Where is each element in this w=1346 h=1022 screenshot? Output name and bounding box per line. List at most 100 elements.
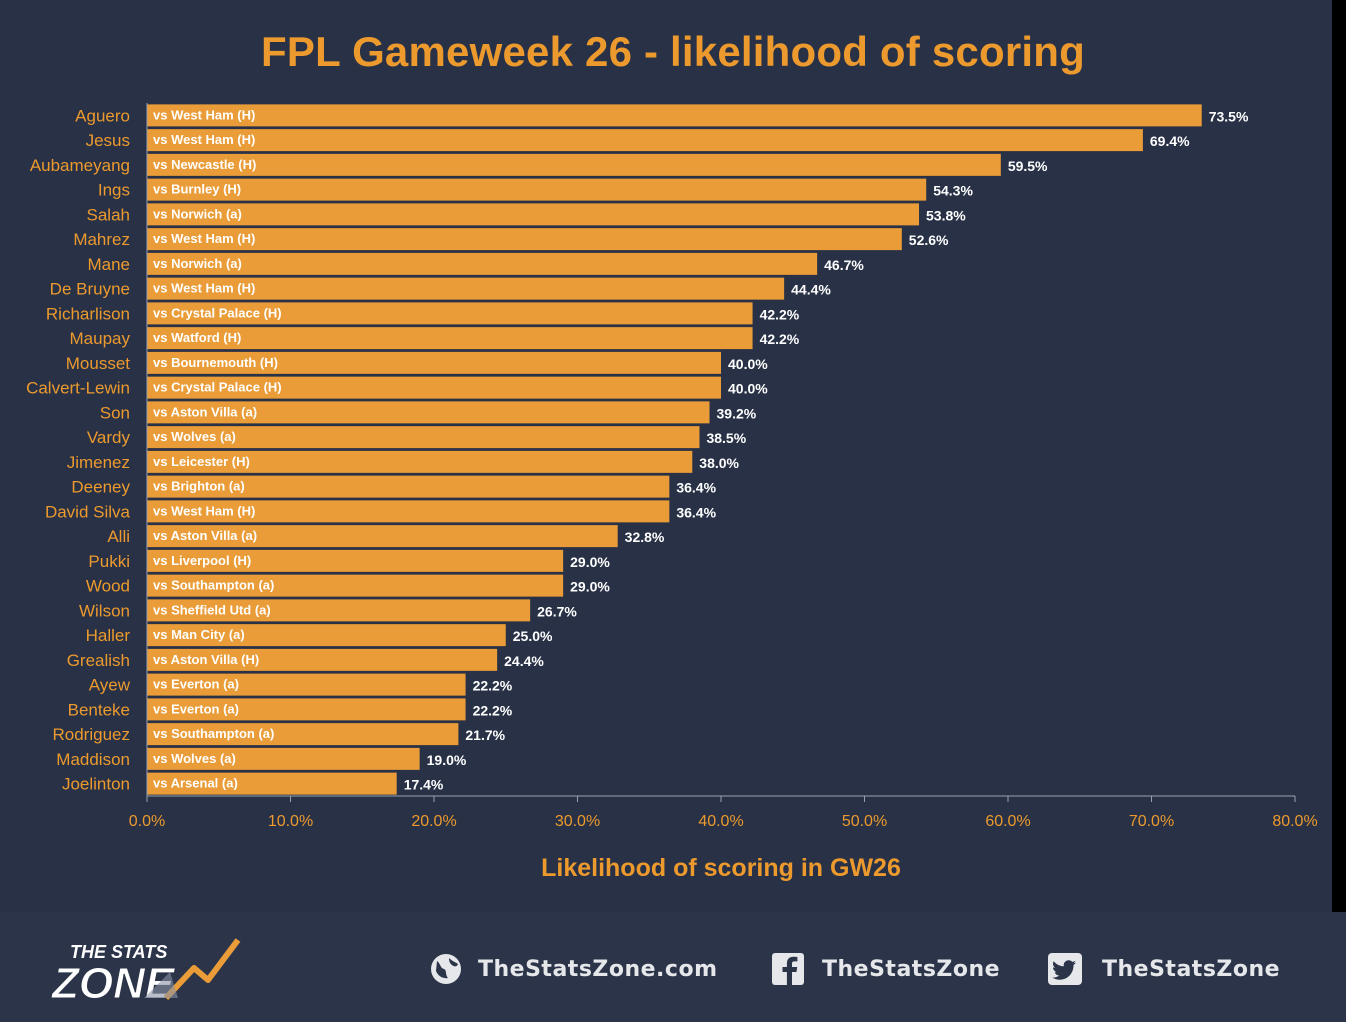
x-tick-label: 20.0% — [411, 813, 456, 830]
bar — [147, 178, 927, 201]
fixture-label: vs Southampton (a) — [153, 726, 274, 741]
bar — [147, 475, 670, 498]
data-label: 25.0% — [513, 628, 553, 644]
data-label: 22.2% — [473, 678, 513, 694]
footer: THE STATS ZONE TheStatsZone.com TheStats… — [0, 912, 1346, 1022]
data-label: 32.8% — [625, 529, 665, 545]
category-label: Mahrez — [73, 230, 130, 249]
bar — [147, 525, 618, 548]
bar — [147, 228, 902, 251]
fixture-label: vs Norwich (a) — [153, 206, 242, 221]
website-label: TheStatsZone.com — [478, 956, 718, 982]
stats-zone-logo[interactable]: THE STATS ZONE — [48, 932, 288, 1009]
bar — [147, 277, 785, 300]
bar — [147, 327, 753, 350]
bar — [147, 351, 721, 374]
data-label: 21.7% — [465, 727, 505, 743]
category-label: Grealish — [67, 651, 130, 670]
data-label: 39.2% — [717, 405, 757, 421]
category-label: Joelinton — [62, 775, 130, 794]
logo-text-top: THE STATS — [70, 942, 167, 962]
data-label: 42.2% — [760, 331, 800, 347]
website-link[interactable]: TheStatsZone.com — [428, 952, 718, 986]
category-label: Ayew — [89, 676, 131, 695]
fixture-label: vs Southampton (a) — [153, 578, 274, 593]
fixture-label: vs Wolves (a) — [153, 429, 236, 444]
bar — [147, 203, 920, 226]
category-label: Maddison — [56, 750, 130, 769]
category-label: Aubameyang — [30, 156, 130, 175]
bar — [147, 129, 1143, 152]
chart-panel: FPL Gameweek 26 - likelihood of scoring … — [26, 28, 1318, 882]
fixture-label: vs Wolves (a) — [153, 751, 236, 766]
bar — [147, 549, 564, 572]
facebook-icon — [772, 953, 804, 985]
category-label: Alli — [107, 527, 130, 546]
category-label: Haller — [86, 626, 131, 645]
bar — [147, 426, 700, 449]
category-label: Mousset — [66, 354, 131, 373]
fixture-label: vs Aston Villa (a) — [153, 404, 257, 419]
fixture-label: vs West Ham (H) — [153, 281, 255, 296]
fixture-label: vs West Ham (H) — [153, 132, 255, 147]
data-label: 44.4% — [791, 282, 831, 298]
data-label: 38.0% — [699, 455, 739, 471]
fixture-label: vs West Ham (H) — [153, 107, 255, 122]
category-label: Mane — [87, 255, 130, 274]
category-label: Jesus — [86, 131, 130, 150]
bar-chart: Aguero vs West Ham (H) 73.5% Jesus vs West H… — [26, 103, 1318, 882]
fixture-label: vs Man City (a) — [153, 627, 245, 642]
fixture-label: vs West Ham (H) — [153, 231, 255, 246]
bar — [147, 648, 498, 671]
logo-swoosh-icon — [163, 938, 241, 1001]
logo-text-bottom: ZONE — [50, 959, 176, 1004]
bar — [147, 599, 531, 622]
fixture-label: vs Everton (a) — [153, 677, 239, 692]
facebook-link[interactable]: TheStatsZone — [770, 952, 1000, 986]
bar — [147, 153, 1001, 176]
category-label: Maupay — [70, 329, 131, 348]
x-tick-label: 60.0% — [985, 813, 1030, 830]
fixture-label: vs Crystal Palace (H) — [153, 305, 282, 320]
category-label: Ings — [98, 181, 130, 200]
fixture-label: vs Norwich (a) — [153, 256, 242, 271]
bar — [147, 401, 710, 424]
twitter-label: TheStatsZone — [1102, 956, 1281, 982]
fixture-label: vs Newcastle (H) — [153, 157, 256, 172]
fixture-label: vs Everton (a) — [153, 701, 239, 716]
x-axis-title: Likelihood of scoring in GW26 — [541, 854, 901, 882]
category-label: Rodriguez — [53, 725, 131, 744]
x-tick-label: 70.0% — [1129, 813, 1174, 830]
logo-field-icon — [144, 972, 178, 998]
data-label: 19.0% — [427, 752, 467, 768]
data-label: 42.2% — [760, 306, 800, 322]
category-label: Benteke — [68, 700, 130, 719]
data-label: 40.0% — [728, 356, 768, 372]
data-label: 17.4% — [404, 777, 444, 793]
bar — [147, 574, 564, 597]
category-label: Wood — [86, 577, 130, 596]
data-label: 53.8% — [926, 207, 966, 223]
data-label: 26.7% — [537, 603, 577, 619]
chart-title: FPL Gameweek 26 - likelihood of scoring — [261, 28, 1085, 75]
x-tick-label: 80.0% — [1272, 813, 1317, 830]
data-label: 40.0% — [728, 381, 768, 397]
data-label: 73.5% — [1209, 108, 1249, 124]
fixture-label: vs Aston Villa (H) — [153, 652, 259, 667]
bar — [147, 698, 466, 721]
bar — [147, 450, 693, 473]
bar — [147, 376, 721, 399]
twitter-link[interactable]: TheStatsZone — [1046, 952, 1280, 986]
category-label: Jimenez — [67, 453, 130, 472]
data-label: 38.5% — [706, 430, 746, 446]
fixture-label: vs Bournemouth (H) — [153, 355, 278, 370]
fixture-label: vs Leicester (H) — [153, 454, 250, 469]
fixture-label: vs Sheffield Utd (a) — [153, 602, 271, 617]
bar — [147, 723, 459, 746]
category-label: Salah — [87, 205, 130, 224]
x-tick-label: 10.0% — [268, 813, 313, 830]
data-label: 24.4% — [504, 653, 544, 669]
category-label: Pukki — [88, 552, 130, 571]
globe-icon — [431, 954, 461, 984]
